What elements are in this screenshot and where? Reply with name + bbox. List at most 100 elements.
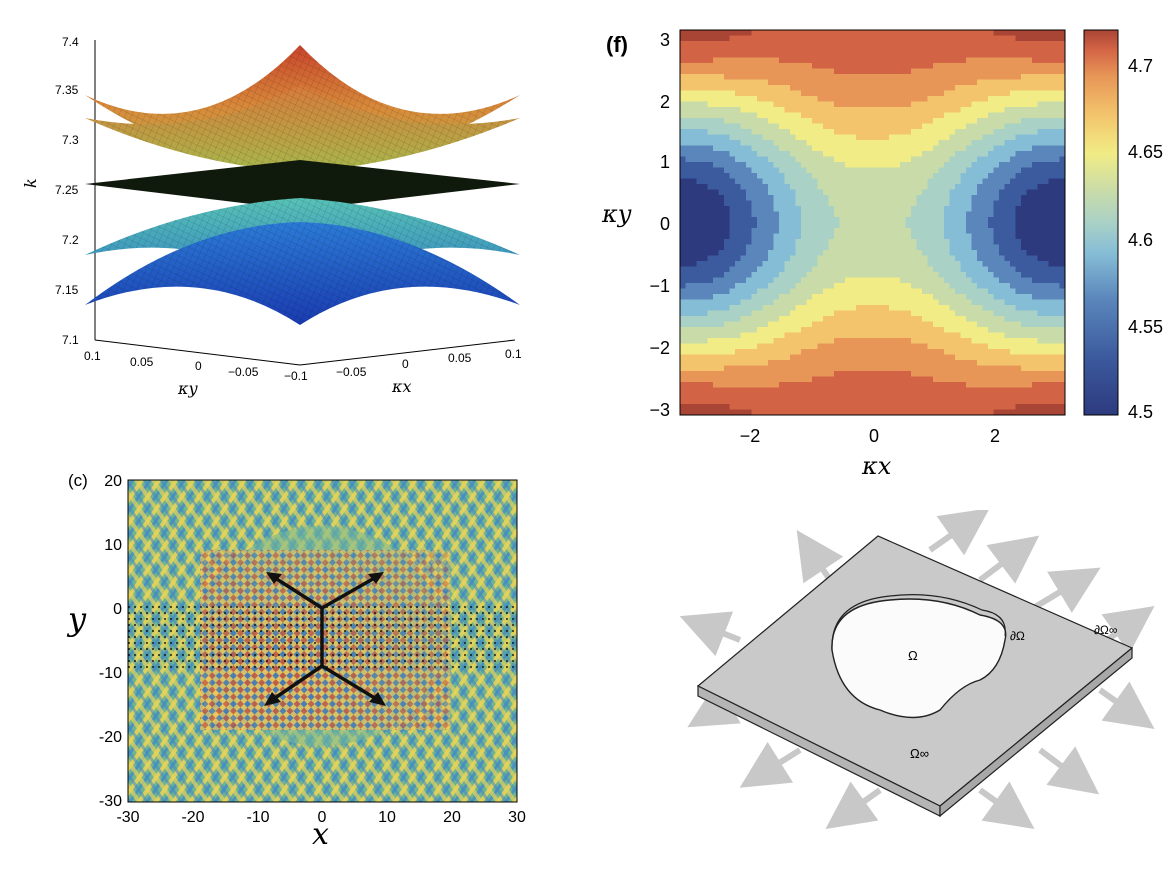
contour-cell bbox=[944, 393, 951, 400]
contour-cell bbox=[823, 376, 830, 383]
contour-cell bbox=[691, 305, 698, 312]
contour-cell bbox=[1026, 365, 1033, 372]
contour-cell bbox=[927, 354, 934, 361]
contour-cell bbox=[856, 63, 863, 70]
contour-cell bbox=[889, 200, 896, 207]
contour-cell bbox=[834, 360, 841, 367]
contour-cell bbox=[845, 41, 852, 48]
contour-cell bbox=[1059, 178, 1065, 185]
contour-cell bbox=[1059, 173, 1065, 180]
contour-cell bbox=[856, 294, 863, 301]
contour-cell bbox=[889, 118, 896, 125]
contour-cell bbox=[944, 354, 951, 361]
contour-cell bbox=[691, 228, 698, 235]
contour-cell bbox=[922, 321, 929, 328]
contour-cell bbox=[955, 167, 962, 174]
contour-cell bbox=[856, 360, 863, 367]
contour-cell bbox=[746, 85, 753, 92]
contour-cell bbox=[691, 266, 698, 273]
contour-cell bbox=[823, 90, 830, 97]
contour-cell bbox=[773, 250, 780, 257]
contour-cell bbox=[1026, 167, 1033, 174]
contour-cell bbox=[702, 90, 709, 97]
contour-cell bbox=[768, 233, 775, 240]
contour-cell bbox=[911, 365, 918, 372]
contour-cell bbox=[1048, 189, 1055, 196]
contour-cell bbox=[982, 123, 989, 130]
contour-cell bbox=[718, 398, 725, 405]
contour-cell bbox=[977, 228, 984, 235]
contour-cell bbox=[839, 189, 846, 196]
contour-cell bbox=[911, 184, 918, 191]
contour-cell bbox=[707, 173, 714, 180]
contour-cell bbox=[944, 228, 951, 235]
contour-cell bbox=[823, 46, 830, 53]
contour-cell bbox=[889, 255, 896, 262]
contour-cell bbox=[1037, 41, 1044, 48]
contour-cell bbox=[977, 112, 984, 119]
contour-cell bbox=[817, 178, 824, 185]
contour-cell bbox=[823, 151, 830, 158]
contour-cell bbox=[1021, 167, 1028, 174]
contour-cell bbox=[905, 173, 912, 180]
contour-cell bbox=[927, 239, 934, 246]
contour-cell bbox=[993, 101, 1000, 108]
contour-cell bbox=[691, 277, 698, 284]
contour-cell bbox=[1032, 299, 1039, 306]
contour-cell bbox=[1010, 162, 1017, 169]
contour-cell bbox=[735, 74, 742, 81]
contour-cell bbox=[1004, 85, 1011, 92]
contour-cell bbox=[922, 63, 929, 70]
contour-cell bbox=[872, 90, 879, 97]
contour-cell bbox=[795, 365, 802, 372]
contour-cell bbox=[993, 96, 1000, 103]
contour-cell bbox=[751, 30, 758, 37]
contour-cell bbox=[784, 41, 791, 48]
contour-cell bbox=[900, 74, 907, 81]
contour-cell bbox=[823, 107, 830, 114]
contour-cell bbox=[861, 338, 868, 345]
contour-cell bbox=[1037, 398, 1044, 405]
contour-cell bbox=[966, 393, 973, 400]
contour-cell bbox=[977, 118, 984, 125]
contour-cell bbox=[1032, 90, 1039, 97]
contour-cell bbox=[1043, 195, 1050, 202]
contour-cell bbox=[993, 41, 1000, 48]
contour-cell bbox=[872, 162, 879, 169]
contour-cell bbox=[982, 68, 989, 75]
contour-cell bbox=[949, 129, 956, 136]
contour-cell bbox=[988, 57, 995, 64]
contour-cell bbox=[839, 74, 846, 81]
contour-cell bbox=[801, 354, 808, 361]
contour-cell bbox=[916, 261, 923, 268]
contour-cell bbox=[762, 382, 769, 389]
contour-cell bbox=[856, 332, 863, 339]
contour-cell bbox=[762, 195, 769, 202]
contour-cell bbox=[1048, 184, 1055, 191]
contour-cell bbox=[757, 123, 764, 130]
contour-cell bbox=[1054, 52, 1061, 59]
contour-cell bbox=[1054, 398, 1061, 405]
contour-cell bbox=[927, 57, 934, 64]
contour-cell bbox=[834, 299, 841, 306]
contour-cell bbox=[1054, 156, 1061, 163]
contour-cell bbox=[878, 222, 885, 229]
contour-cell bbox=[993, 156, 1000, 163]
contour-cell bbox=[905, 371, 912, 378]
contour-cell bbox=[839, 338, 846, 345]
contour-cell bbox=[872, 112, 879, 119]
contour-cell bbox=[966, 90, 973, 97]
contour-cell bbox=[839, 360, 846, 367]
contour-cell bbox=[1004, 189, 1011, 196]
contour-cell bbox=[691, 134, 698, 141]
contour-cell bbox=[1004, 162, 1011, 169]
contour-cell bbox=[773, 200, 780, 207]
contour-cell bbox=[971, 277, 978, 284]
contour-cell bbox=[784, 211, 791, 218]
contour-cell bbox=[960, 371, 967, 378]
contour-cell bbox=[949, 200, 956, 207]
contour-cell bbox=[685, 365, 692, 372]
contour-cell bbox=[724, 68, 731, 75]
contour-cell bbox=[878, 162, 885, 169]
contour-cell bbox=[1004, 96, 1011, 103]
